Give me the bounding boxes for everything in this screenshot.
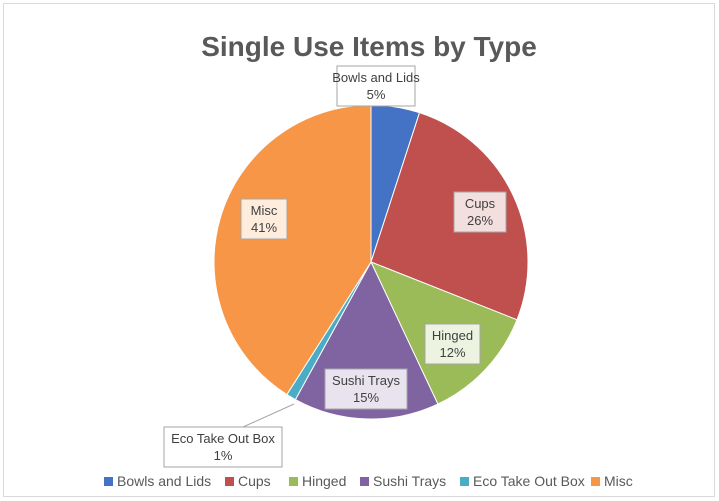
data-callout-bowls-and-lids: Bowls and Lids 5% <box>332 65 420 107</box>
legend-item-misc: Misc <box>591 473 633 489</box>
legend-swatch <box>225 477 234 486</box>
callout-value-label: 15% <box>353 390 379 405</box>
legend-label: Cups <box>238 473 271 489</box>
callout-category-label: Cups <box>465 196 496 211</box>
legend-item-sushi-trays: Sushi Trays <box>360 473 446 489</box>
leader-line-eco-take-out-box <box>242 403 295 428</box>
data-callout-eco-take-out-box: Eco Take Out Box 1% <box>163 426 283 468</box>
legend-label: Eco Take Out Box <box>473 473 585 489</box>
callout-box <box>240 198 288 240</box>
callout-value-label: 1% <box>214 448 233 463</box>
legend-label: Bowls and Lids <box>117 473 211 489</box>
legend-item-cups: Cups <box>225 473 271 489</box>
callout-category-label: Misc <box>251 203 278 218</box>
callout-box <box>453 191 507 233</box>
legend-label: Sushi Trays <box>373 473 446 489</box>
callout-value-label: 12% <box>439 345 465 360</box>
callout-value-label: 26% <box>467 213 493 228</box>
callout-category-label: Bowls and Lids <box>332 70 420 85</box>
chart-area: Single Use Items by Type Bowls and Lids 5… <box>3 3 715 497</box>
callout-value-label: 41% <box>251 220 277 235</box>
legend-swatch <box>360 477 369 486</box>
pie-slice-misc <box>213 104 372 396</box>
pie-chart: Single Use Items by Type Bowls and Lids 5… <box>104 31 633 489</box>
legend-swatch <box>591 477 600 486</box>
legend-label: Hinged <box>302 473 346 489</box>
callout-category-label: Eco Take Out Box <box>171 431 275 446</box>
legend-item-eco-take-out-box: Eco Take Out Box <box>460 473 585 489</box>
data-callout-misc: Misc 41% <box>240 198 288 240</box>
callout-box <box>336 65 416 107</box>
legend-label: Misc <box>604 473 633 489</box>
legend-swatch <box>104 477 113 486</box>
data-callout-hinged: Hinged 12% <box>424 323 481 365</box>
pie-slice-cups <box>370 112 529 321</box>
legend-item-hinged: Hinged <box>289 473 346 489</box>
chart-title: Single Use Items by Type <box>201 31 537 62</box>
data-callout-sushi-trays: Sushi Trays 15% <box>324 368 408 410</box>
callout-box <box>163 426 283 468</box>
legend-swatch <box>460 477 469 486</box>
legend-item-bowls-and-lids: Bowls and Lids <box>104 473 211 489</box>
callout-box <box>424 323 481 365</box>
legend-swatch <box>289 477 298 486</box>
callout-category-label: Sushi Trays <box>332 373 400 388</box>
callout-category-label: Hinged <box>432 328 473 343</box>
callout-box <box>324 368 408 410</box>
callout-value-label: 5% <box>367 87 386 102</box>
data-callout-cups: Cups 26% <box>453 191 507 233</box>
